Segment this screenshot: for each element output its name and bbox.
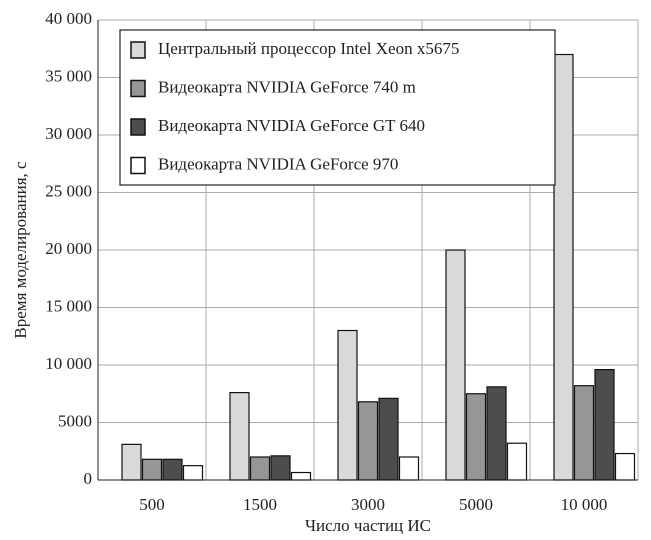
legend-label: Видеокарта NVIDIA GeForce 740 m	[158, 77, 416, 96]
x-tick-label: 5000	[459, 495, 493, 514]
bar	[465, 393, 487, 481]
bar	[486, 386, 507, 481]
y-tick-label: 20 000	[45, 239, 92, 258]
legend-swatch	[130, 79, 146, 98]
bar	[378, 397, 399, 481]
bar	[506, 442, 528, 481]
x-tick-label: 500	[139, 495, 165, 514]
y-tick-label: 15 000	[45, 296, 92, 315]
legend-swatch	[130, 156, 146, 175]
bar	[182, 465, 204, 481]
bar	[445, 249, 466, 481]
y-tick-label: 0	[84, 469, 93, 488]
bar	[337, 329, 358, 481]
y-axis-label: Время моделирования, с	[11, 161, 30, 339]
x-tick-label: 3000	[351, 495, 385, 514]
bar	[357, 401, 379, 481]
x-axis-label: Число частиц ИС	[305, 516, 431, 535]
legend-swatch	[130, 118, 146, 136]
bar	[229, 392, 250, 481]
y-tick-label: 25 000	[45, 181, 92, 200]
bar	[573, 385, 595, 481]
bar	[290, 471, 312, 481]
legend-label: Видеокарта NVIDIA GeForce 970	[158, 154, 398, 173]
bar	[141, 458, 163, 481]
bar	[162, 458, 183, 481]
bar	[270, 455, 291, 481]
bar	[594, 369, 615, 481]
bar	[614, 452, 636, 481]
bar	[398, 456, 420, 481]
bar	[121, 443, 142, 481]
legend-swatch	[130, 41, 146, 59]
x-tick-label: 1500	[243, 495, 277, 514]
legend-label: Видеокарта NVIDIA GeForce GT 640	[158, 116, 425, 135]
y-tick-label: 5000	[58, 411, 92, 430]
x-tick-label: 10 000	[561, 495, 608, 514]
legend-label: Центральный процессор Intel Xeon x5675	[158, 39, 459, 58]
y-tick-label: 10 000	[45, 354, 92, 373]
legend-box	[119, 29, 556, 186]
bar	[553, 53, 574, 481]
y-tick-label: 35 000	[45, 66, 92, 85]
y-tick-label: 30 000	[45, 124, 92, 143]
bar	[249, 456, 271, 481]
y-tick-label: 40 000	[45, 9, 92, 28]
